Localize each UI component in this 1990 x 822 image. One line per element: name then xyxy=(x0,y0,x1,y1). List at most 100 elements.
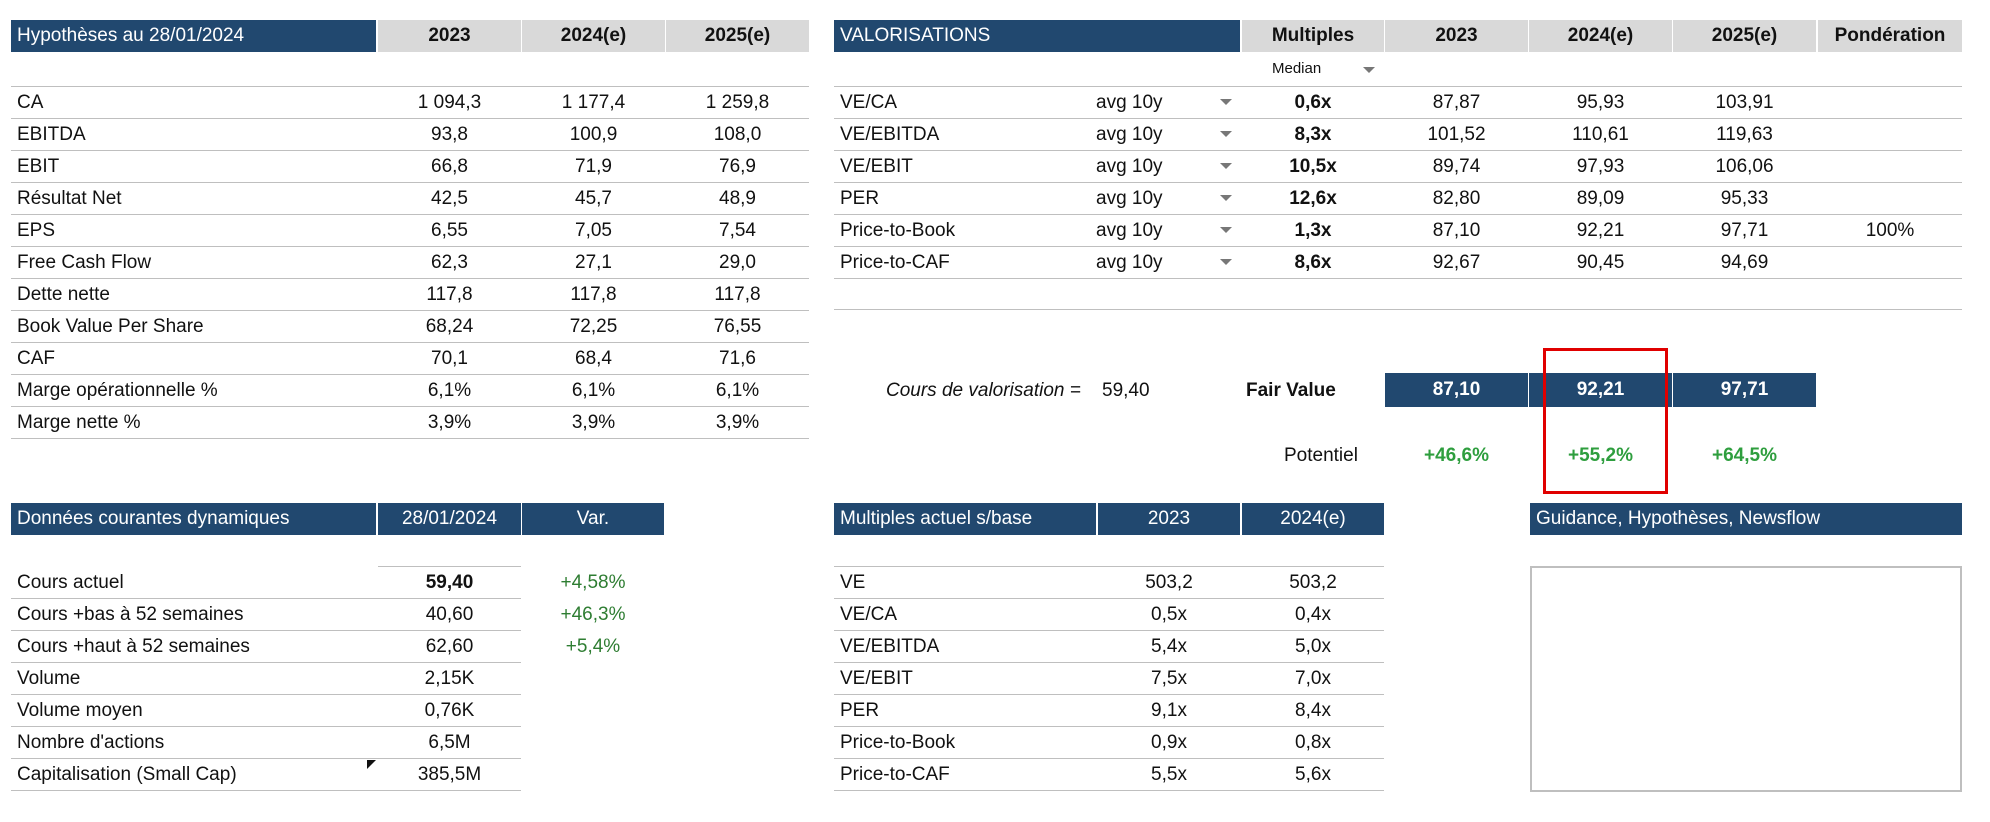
donnees-var: +5,4% xyxy=(565,636,621,657)
hyp-row: Dette nette 117,8 117,8 117,8 xyxy=(11,279,809,311)
hyp-row-label: Marge nette % xyxy=(17,412,141,433)
ma-row-label: VE/EBIT xyxy=(840,668,913,689)
chevron-down-icon xyxy=(1363,67,1375,73)
hyp-row-label: CAF xyxy=(17,348,55,369)
val-ponderation[interactable] xyxy=(1818,247,1962,278)
val-ponderation[interactable] xyxy=(1818,87,1962,118)
val-cell: 103,91 xyxy=(1715,92,1774,113)
val-ponderation[interactable] xyxy=(1818,119,1962,150)
potentiel-label: Potentiel xyxy=(1284,445,1358,466)
ma-cell: 5,6x xyxy=(1295,764,1331,785)
period-select-label: avg 10y xyxy=(1096,124,1163,145)
period-select[interactable]: avg 10y xyxy=(1096,215,1238,246)
ma-cell: 0,5x xyxy=(1151,604,1187,625)
donnees-row-label: Cours +haut à 52 semaines xyxy=(17,636,250,657)
donnees-row: Capitalisation (Small Cap) 385,5M xyxy=(11,759,521,791)
period-select[interactable]: avg 10y xyxy=(1096,247,1238,278)
ma-row: VE/EBITDA 5,4x 5,0x xyxy=(834,631,1384,663)
hyp-row: CAF 70,1 68,4 71,6 xyxy=(11,343,809,375)
val-row: VE/EBIT avg 10y 10,5x 89,74 97,93 106,06 xyxy=(834,151,1962,183)
hyp-row: Marge opérationnelle % 6,1% 6,1% 6,1% xyxy=(11,375,809,407)
ma-cell: 7,0x xyxy=(1295,668,1331,689)
hyp-cell: 62,3 xyxy=(431,252,468,273)
hyp-cell: 117,8 xyxy=(570,284,617,305)
hyp-cell: 108,0 xyxy=(713,124,762,145)
val-multiple: 0,6x xyxy=(1294,92,1332,113)
hyp-row-label: EBITDA xyxy=(17,124,86,145)
donnees-title: Données courantes dynamiques xyxy=(11,503,376,535)
donnees-row-label: Nombre d'actions xyxy=(17,732,165,753)
hyp-row-label: EPS xyxy=(17,220,56,241)
period-select[interactable]: avg 10y xyxy=(1096,151,1238,182)
val-row-label: Price-to-CAF xyxy=(840,252,950,273)
highlight-box xyxy=(1543,348,1668,494)
hyp-cell: 7,54 xyxy=(719,220,756,241)
valorisations-title: VALORISATIONS xyxy=(834,20,1240,52)
hyp-col-2023: 2023 xyxy=(378,20,521,52)
hyp-row: CA 1 094,3 1 177,4 1 259,8 xyxy=(11,87,809,119)
donnees-row: Cours actuel 59,40 xyxy=(11,567,521,599)
val-row: VE/CA avg 10y 0,6x 87,87 95,93 103,91 xyxy=(834,87,1962,119)
ma-row-label: PER xyxy=(840,700,880,721)
ma-cell: 0,4x xyxy=(1295,604,1331,625)
ma-row-label: Price-to-CAF xyxy=(840,764,950,785)
ma-row: Price-to-Book 0,9x 0,8x xyxy=(834,727,1384,759)
val-cell: 82,80 xyxy=(1432,188,1481,209)
hyp-cell: 117,8 xyxy=(426,284,473,305)
donnees-spacer-line xyxy=(378,566,521,567)
ma-cell: 503,2 xyxy=(1289,572,1337,593)
val-cell: 97,71 xyxy=(1720,220,1769,241)
hyp-cell: 100,9 xyxy=(569,124,618,145)
val-cell: 89,74 xyxy=(1432,156,1481,177)
hyp-cell: 48,9 xyxy=(719,188,756,209)
hyp-cell: 3,9% xyxy=(715,412,760,433)
hyp-cell: 45,7 xyxy=(575,188,612,209)
hyp-cell: 6,55 xyxy=(431,220,468,241)
val-col-2025e: 2025(e) xyxy=(1673,20,1816,52)
chevron-down-icon xyxy=(1220,163,1232,169)
hyp-col-2024e: 2024(e) xyxy=(522,20,665,52)
hyp-cell: 7,05 xyxy=(575,220,612,241)
guidance-notes-box[interactable] xyxy=(1530,566,1962,792)
ma-cell: 5,4x xyxy=(1151,636,1187,657)
val-cell: 87,87 xyxy=(1432,92,1481,113)
val-row-label: Price-to-Book xyxy=(840,220,956,241)
val-col-ponderation: Pondération xyxy=(1818,20,1962,52)
val-row-label: PER xyxy=(840,188,880,209)
hyp-cell: 70,1 xyxy=(431,348,468,369)
hyp-cell: 1 177,4 xyxy=(561,92,626,113)
guidance-title: Guidance, Hypothèses, Newsflow xyxy=(1530,503,1962,535)
val-col-2023: 2023 xyxy=(1385,20,1528,52)
val-row-label: VE/EBITDA xyxy=(840,124,940,145)
hyp-cell: 1 259,8 xyxy=(705,92,770,113)
val-bottom-line xyxy=(834,309,1962,310)
ma-cell: 8,4x xyxy=(1295,700,1331,721)
val-ponderation[interactable] xyxy=(1818,151,1962,182)
hyp-row-label: Book Value Per Share xyxy=(17,316,204,337)
val-row: Price-to-Book avg 10y 1,3x 87,10 92,21 97,71 1… xyxy=(834,215,1962,247)
period-select[interactable]: avg 10y xyxy=(1096,87,1238,118)
ma-cell: 0,9x xyxy=(1151,732,1187,753)
donnees-value: 0,76K xyxy=(424,700,475,721)
hyp-cell: 76,55 xyxy=(713,316,762,337)
chevron-down-icon xyxy=(1220,259,1232,265)
val-ponderation[interactable] xyxy=(1818,183,1962,214)
val-ponderation[interactable]: 100% xyxy=(1865,220,1915,241)
period-select[interactable]: avg 10y xyxy=(1096,183,1238,214)
ma-cell: 9,1x xyxy=(1151,700,1187,721)
donnees-row: Volume 2,15K xyxy=(11,663,521,695)
donnees-row: Nombre d'actions 6,5M xyxy=(11,727,521,759)
ma-row-label: VE/CA xyxy=(840,604,898,625)
ma-row-label: VE/EBITDA xyxy=(840,636,940,657)
period-select[interactable]: avg 10y xyxy=(1096,119,1238,150)
potentiel-2025e: +64,5% xyxy=(1712,445,1777,466)
donnees-row-label: Volume moyen xyxy=(17,700,143,721)
hyp-row: Book Value Per Share 68,24 72,25 76,55 xyxy=(11,311,809,343)
ma-cell: 0,8x xyxy=(1295,732,1331,753)
hyp-cell: 3,9% xyxy=(571,412,616,433)
fair-value-2024e: 92,21 xyxy=(1529,373,1672,407)
hyp-row: EBIT 66,8 71,9 76,9 xyxy=(11,151,809,183)
median-select-label: Median xyxy=(1272,60,1322,77)
median-select[interactable]: Median xyxy=(1242,56,1384,84)
ma-cell: 503,2 xyxy=(1145,572,1193,593)
